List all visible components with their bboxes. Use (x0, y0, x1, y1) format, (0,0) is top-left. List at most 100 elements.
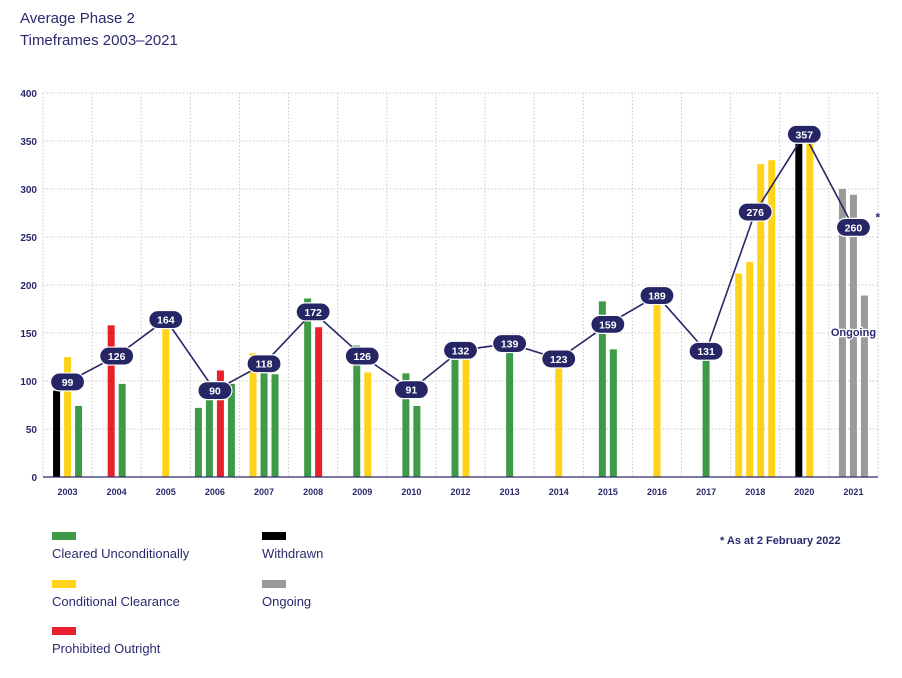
bar-2007-1 (249, 353, 257, 477)
average-label-2016: 189 (648, 291, 666, 303)
average-point-2012: 132 (442, 340, 479, 360)
legend-item-withdrawn: Withdrawn (262, 532, 323, 561)
x-tick-label-2007: 2007 (254, 487, 274, 497)
average-badge-2016 (639, 285, 675, 306)
average-badge-2009 (344, 346, 380, 366)
chart-grid (42, 92, 879, 477)
bar-2021-2 (849, 194, 857, 477)
average-badge-2006 (197, 381, 233, 401)
chart-bars (53, 131, 868, 478)
legend-swatch-prohibited (52, 627, 76, 635)
legend-label-prohibited: Prohibited Outright (52, 641, 161, 656)
y-tick-label-0: 0 (31, 473, 37, 484)
y-tick-label-100: 100 (20, 377, 37, 388)
x-tick-label-2013: 2013 (500, 487, 520, 497)
bar-2005-1 (162, 326, 170, 477)
bar-2003-2 (64, 357, 72, 477)
average-badge-2012 (442, 340, 479, 360)
average-point-2004: 126 (99, 346, 135, 366)
bar-2007-2 (260, 363, 268, 477)
legend-swatch-withdrawn (262, 532, 286, 540)
bar-2006-3 (216, 370, 224, 477)
average-badge-2021 (835, 217, 872, 237)
average-point-2008: 172 (295, 302, 331, 322)
average-point-2016: 189 (639, 285, 675, 306)
average-badge-2004 (99, 346, 135, 366)
chart-title: Average Phase 2 Timeframes 2003–2021 (20, 8, 178, 52)
bar-2004-1 (107, 325, 115, 477)
average-badge-2018 (737, 202, 773, 222)
average-label-2006: 90 (209, 386, 221, 398)
average-point-2006: 90 (197, 381, 233, 401)
y-axis: 0 50 100 150 200 250 300 350 400 (20, 89, 37, 484)
average-badge-2017 (688, 341, 724, 361)
average-label-2005: 164 (157, 315, 175, 327)
average-point-2020: 357 (786, 124, 822, 144)
x-tick-label-2018: 2018 (745, 487, 765, 497)
annotation-asterisk: * (875, 210, 880, 224)
bar-2003-3 (75, 405, 83, 477)
y-tick-label-300: 300 (20, 185, 37, 196)
bar-2015-2 (609, 349, 617, 477)
average-label-2017: 131 (697, 346, 715, 358)
x-tick-label-2020: 2020 (794, 487, 814, 497)
average-badge-2013 (492, 333, 528, 354)
y-tick-label-150: 150 (20, 329, 37, 340)
x-tick-label-2016: 2016 (647, 487, 667, 497)
x-tick-label-2006: 2006 (205, 487, 225, 497)
average-label-2004: 126 (108, 351, 126, 363)
legend-item-prohibited: Prohibited Outright (52, 627, 160, 656)
legend-swatch-cleared (52, 532, 76, 540)
average-point-2021: 260 (835, 217, 872, 237)
bar-2006-1 (194, 407, 202, 477)
average-badge-2014 (541, 349, 577, 369)
average-point-2013: 139 (492, 333, 528, 354)
bar-2018-3 (757, 164, 765, 478)
legend-item-cleared: Cleared Unconditionally (52, 532, 189, 561)
bar-2014-1 (555, 358, 563, 477)
bar-2004-2 (118, 383, 126, 477)
average-label-2003: 99 (62, 377, 74, 389)
y-tick-label-200: 200 (20, 281, 37, 292)
y-tick-label-400: 400 (20, 89, 37, 100)
average-badge-2003 (49, 372, 86, 392)
bar-2018-1 (735, 273, 743, 477)
average-label-2020: 357 (796, 129, 814, 141)
x-tick-label-2008: 2008 (303, 487, 323, 497)
average-point-2005: 164 (148, 309, 184, 330)
x-axis: 2003 2004 2005 2006 2007 2008 2009 2010 2012 2013… (43, 476, 878, 497)
bar-2016-1 (653, 295, 661, 477)
bar-2020-2 (806, 134, 814, 477)
bar-2018-4 (768, 160, 776, 477)
bar-2003-1 (53, 390, 61, 477)
annotation-ongoing: Ongoing (831, 327, 876, 339)
legend-label-conditional: Conditional Clearance (52, 594, 180, 609)
average-badge-2010 (393, 380, 429, 400)
bar-2010-1 (402, 373, 410, 477)
bar-2010-2 (413, 405, 421, 477)
bar-2008-2 (315, 327, 323, 477)
bar-2006-2 (205, 397, 213, 477)
average-badge-2020 (786, 124, 822, 144)
x-tick-label-2005: 2005 (156, 487, 176, 497)
bar-2013-1 (506, 343, 514, 477)
average-badge-2008 (295, 302, 331, 322)
x-tick-label-2021: 2021 (843, 487, 863, 497)
legend-label-ongoing: Ongoing (262, 594, 312, 609)
y-tick-label-250: 250 (20, 233, 37, 244)
average-point-2007: 118 (246, 354, 282, 374)
bar-2018-2 (746, 261, 754, 477)
legend-swatch-conditional (52, 580, 76, 588)
x-tick-label-2004: 2004 (107, 487, 127, 497)
average-point-2009: 126 (344, 346, 380, 366)
x-tick-label-2017: 2017 (696, 487, 716, 497)
x-tick-label-2014: 2014 (549, 487, 569, 497)
x-tick-label-2015: 2015 (598, 487, 618, 497)
average-label-2015: 159 (599, 319, 617, 331)
x-tick-label-2003: 2003 (58, 487, 78, 497)
legend-label-withdrawn: Withdrawn (262, 546, 324, 561)
bar-2007-3 (271, 374, 279, 477)
average-label-2008: 172 (304, 307, 322, 319)
average-line: 99 126 164 90 118 172 126 91 132 139 123 159 189 131 2… (49, 124, 872, 401)
